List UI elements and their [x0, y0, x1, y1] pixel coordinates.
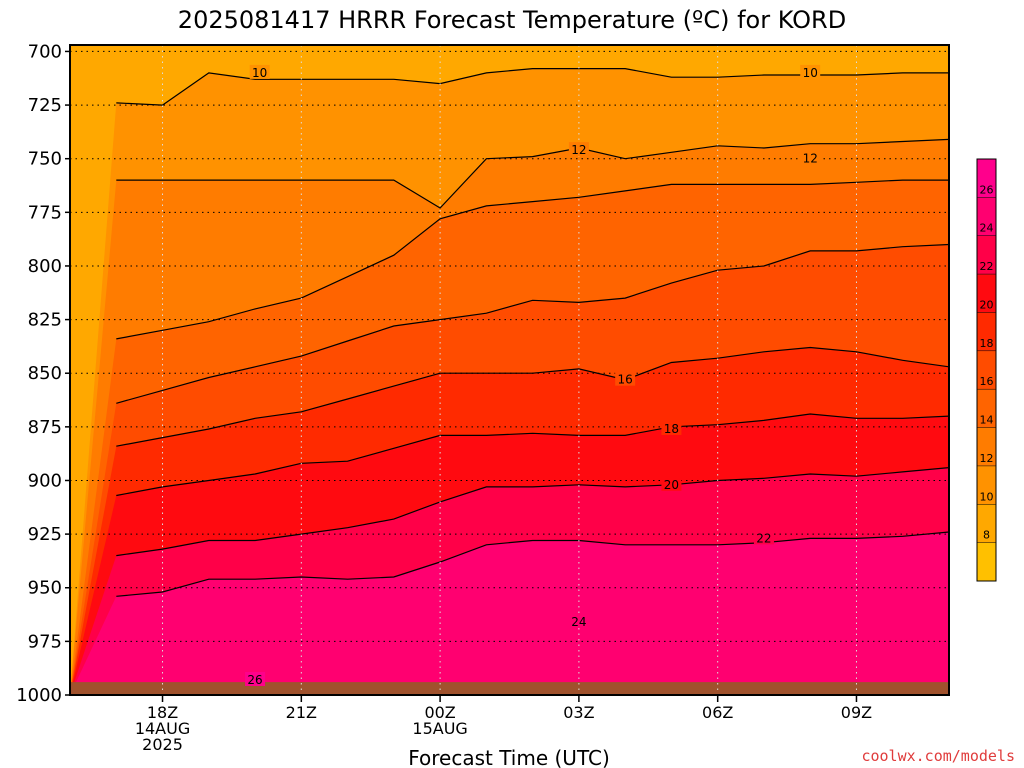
y-tick-label: 775	[28, 202, 62, 223]
ground-surface	[70, 682, 949, 695]
isotherm-20	[116, 413, 949, 497]
colorbar-swatch-5	[977, 350, 996, 390]
colorbar-swatch-3	[977, 427, 996, 466]
y-tick-label: 700	[28, 41, 62, 62]
credit-text: coolwx.com/models	[861, 747, 1015, 765]
x-tick-label: 18Z	[147, 703, 178, 722]
y-tick-label: 975	[28, 631, 62, 652]
colorbar-label: 18	[980, 337, 994, 350]
contour-label-bg-1	[800, 64, 821, 79]
colorbar-label: 8	[983, 529, 990, 542]
contour-label-18: 18	[664, 422, 679, 436]
y-tick-label: 750	[28, 149, 62, 170]
contour-label-bg-6	[661, 476, 682, 491]
contour-label-10: 10	[803, 66, 818, 80]
x-axis-label: Forecast Time (UTC)	[408, 746, 610, 768]
y-tick-label: 875	[28, 417, 62, 438]
y-tick-label: 925	[28, 524, 62, 545]
contour-label-bg-2	[568, 142, 589, 157]
x-tick-label: 06Z	[702, 703, 733, 722]
contour-label-bg-7	[753, 530, 774, 545]
x-tick-label: 09Z	[841, 703, 872, 722]
contour-label-24: 24	[571, 615, 586, 629]
contour-label-26: 26	[247, 673, 262, 687]
contour-labels: 10 10 12 12 16 18 20 22 24 26	[245, 64, 821, 687]
colorbar-swatch-4	[977, 389, 996, 428]
colorbar-swatch-2	[977, 465, 996, 505]
x-tick-label: 03Z	[563, 703, 594, 722]
colorbar-label: 10	[980, 490, 994, 503]
x-tick-label: 14AUG	[135, 719, 190, 738]
isotherm-lines	[116, 67, 949, 597]
contour-label-16: 16	[618, 373, 633, 387]
contour-label-bg-0	[249, 64, 270, 79]
y-tick-label: 850	[28, 363, 62, 384]
contour-label-bg-4	[615, 371, 636, 386]
colorbar-swatch-0	[977, 542, 996, 581]
contour-label-bg-9	[245, 671, 266, 686]
colorbar-swatch-8	[977, 235, 996, 275]
temperature-fills	[70, 68, 949, 695]
colorbar-swatch-7	[977, 274, 996, 313]
colorbar: 8 10 12 14 16 18 20 22 24 26	[976, 158, 997, 582]
isotherm-12	[116, 138, 949, 209]
colorbar-label: 22	[980, 260, 994, 273]
colorbar-label: 26	[980, 183, 994, 196]
x-tick-label: 21Z	[286, 703, 317, 722]
x-tick-label: 15AUG	[412, 719, 467, 738]
colorbar-swatch-10	[977, 159, 996, 198]
contour-label-12: 12	[803, 152, 818, 166]
isotherm-16	[116, 243, 949, 404]
contour-label-bg-8	[568, 614, 589, 629]
isotherm-24	[116, 531, 949, 597]
surface-band	[70, 682, 949, 695]
x-tick-label: 2025	[142, 735, 183, 754]
colorbar-label: 16	[980, 375, 994, 388]
y-tick-label: 800	[28, 256, 62, 277]
isotherm-22	[116, 467, 949, 557]
colorbar-label: 14	[980, 414, 994, 427]
y-tick-label: 725	[28, 95, 62, 116]
x-tick-label: 00Z	[424, 703, 455, 722]
contour-label-bg-5	[661, 420, 682, 435]
fill-band-24	[70, 532, 949, 695]
colorbar-swatch-1	[977, 504, 996, 543]
y-tick-label: 1000	[16, 685, 62, 706]
chart-title: 2025081417 HRRR Forecast Temperature (ºC…	[178, 6, 846, 34]
y-axis: 700 725 750 775 800 825 850 875 900 925 950 975 1000	[16, 41, 70, 706]
contour-label-20: 20	[664, 478, 679, 492]
y-tick-label: 950	[28, 578, 62, 599]
colorbar-label: 20	[980, 298, 994, 311]
colorbar-label: 24	[980, 222, 994, 235]
isotherm-14	[116, 179, 949, 340]
y-tick-label: 900	[28, 470, 62, 491]
contour-label-10: 10	[252, 66, 267, 80]
y-tick-label: 825	[28, 310, 62, 331]
colorbar-swatch-6	[977, 312, 996, 351]
colorbar-swatch-9	[977, 197, 996, 236]
contour-label-bg-3	[800, 150, 821, 165]
contour-label-22: 22	[756, 531, 771, 545]
contour-label-12: 12	[571, 143, 586, 157]
colorbar-frame	[976, 158, 997, 582]
colorbar-label: 12	[980, 452, 994, 465]
plot-frame	[69, 44, 950, 696]
